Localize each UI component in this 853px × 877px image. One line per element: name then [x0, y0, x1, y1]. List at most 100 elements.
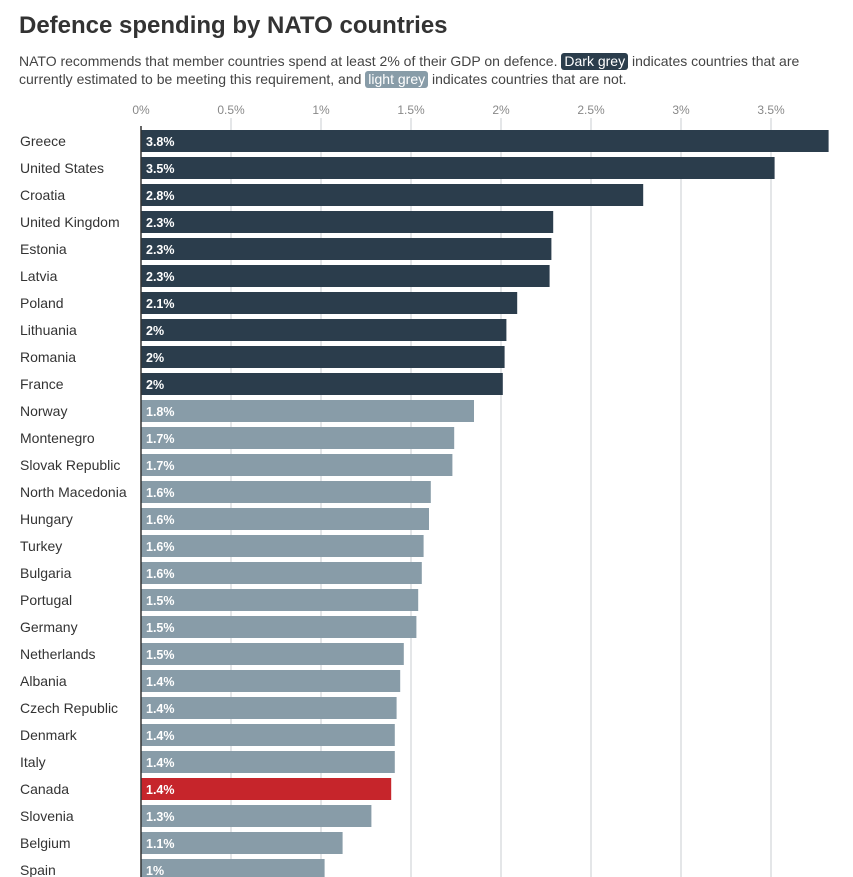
x-tick-label: 2% — [492, 103, 510, 117]
category-label: Latvia — [20, 268, 58, 284]
bar-poland — [141, 292, 518, 314]
bar-croatia — [141, 184, 644, 206]
value-label: 1.7% — [146, 432, 175, 446]
bar-albania — [141, 670, 401, 692]
value-label: 2% — [146, 351, 164, 365]
bar-north-macedonia — [141, 481, 431, 503]
category-label: Romania — [20, 349, 76, 365]
bar-denmark — [141, 724, 395, 746]
bar-norway — [141, 400, 474, 422]
legend-dark-grey-chip: Dark grey — [561, 53, 629, 70]
x-tick-label: 1% — [312, 103, 330, 117]
bar-latvia — [141, 265, 550, 287]
value-label: 2.3% — [146, 243, 175, 257]
value-label: 2% — [146, 378, 164, 392]
category-label: United States — [20, 160, 104, 176]
category-label: Spain — [20, 862, 56, 877]
chart-title: Defence spending by NATO countries — [19, 12, 448, 39]
value-label: 3.5% — [146, 162, 175, 176]
bars — [141, 130, 829, 877]
value-label: 1.3% — [146, 810, 175, 824]
value-labels: 3.8% 3.5% 2.8% 2.3% 2.3% 2.3% 2.1% 2% 2% 2% 1.8% 1.… — [146, 135, 175, 877]
category-label: Lithuania — [20, 322, 77, 338]
category-label: Hungary — [20, 511, 73, 527]
value-label: 1.4% — [146, 783, 175, 797]
x-tick-label: 2.5% — [577, 103, 605, 117]
category-labels: Greece United States Croatia United Kingdom… — [20, 133, 127, 877]
bar-germany — [141, 616, 417, 638]
bar-belgium — [141, 832, 343, 854]
chart-subtitle: NATO recommends that member countries sp… — [19, 52, 834, 88]
subtitle-text-3: indicates countries that are not. — [432, 71, 627, 87]
value-label: 1.6% — [146, 540, 175, 554]
bar-lithuania — [141, 319, 507, 341]
category-label: Croatia — [20, 187, 65, 203]
bar-italy — [141, 751, 395, 773]
category-label: Montenegro — [20, 430, 95, 446]
x-tick-label: 1.5% — [397, 103, 425, 117]
category-label: Slovenia — [20, 808, 74, 824]
value-label: 2.8% — [146, 189, 175, 203]
category-label: Turkey — [20, 538, 62, 554]
value-label: 2.1% — [146, 297, 175, 311]
category-label: Poland — [20, 295, 64, 311]
x-tick-label: 3.5% — [757, 103, 785, 117]
bar-portugal — [141, 589, 419, 611]
bar-romania — [141, 346, 505, 368]
bar-czech-republic — [141, 697, 397, 719]
category-label: Netherlands — [20, 646, 96, 662]
x-axis-ticks: 0% 0.5% 1% 1.5% 2% 2.5% 3% 3.5% — [132, 103, 785, 117]
category-label: Denmark — [20, 727, 78, 743]
bar-united-kingdom — [141, 211, 554, 233]
bar-slovak-republic — [141, 454, 453, 476]
bar-united-states — [141, 157, 775, 179]
category-label: United Kingdom — [20, 214, 120, 230]
category-label: Czech Republic — [20, 700, 118, 716]
bar-netherlands — [141, 643, 404, 665]
x-tick-label: 3% — [672, 103, 690, 117]
category-label: Portugal — [20, 592, 72, 608]
category-label: Albania — [20, 673, 67, 689]
category-label: Belgium — [20, 835, 71, 851]
value-label: 2.3% — [146, 216, 175, 230]
bar-montenegro — [141, 427, 455, 449]
bar-spain — [141, 859, 325, 877]
value-label: 2% — [146, 324, 164, 338]
category-label: Canada — [20, 781, 69, 797]
category-label: Norway — [20, 403, 67, 419]
legend-light-grey-chip: light grey — [365, 71, 429, 88]
category-label: North Macedonia — [20, 484, 127, 500]
subtitle-text-2: indicates countries that are currently e… — [19, 53, 800, 87]
value-label: 1.6% — [146, 567, 175, 581]
category-label: Germany — [20, 619, 78, 635]
value-label: 1.5% — [146, 648, 175, 662]
category-label: France — [20, 376, 64, 392]
bar-estonia — [141, 238, 552, 260]
value-label: 1.4% — [146, 729, 175, 743]
value-label: 1.4% — [146, 702, 175, 716]
category-label: Greece — [20, 133, 66, 149]
value-label: 1.8% — [146, 405, 175, 419]
value-label: 3.8% — [146, 135, 175, 149]
bar-greece — [141, 130, 829, 152]
value-label: 1.6% — [146, 486, 175, 500]
value-label: 1.5% — [146, 594, 175, 608]
x-tick-label: 0.5% — [217, 103, 245, 117]
category-label: Estonia — [20, 241, 67, 257]
category-label: Slovak Republic — [20, 457, 120, 473]
category-label: Italy — [20, 754, 46, 770]
value-label: 1.5% — [146, 621, 175, 635]
bar-canada — [141, 778, 392, 800]
subtitle-text-1: NATO recommends that member countries sp… — [19, 53, 558, 69]
bar-slovenia — [141, 805, 372, 827]
value-label: 1.4% — [146, 756, 175, 770]
value-label: 2.3% — [146, 270, 175, 284]
value-label: 1.7% — [146, 459, 175, 473]
x-tick-label: 0% — [132, 103, 150, 117]
bar-france — [141, 373, 503, 395]
value-label: 1.1% — [146, 837, 175, 851]
bar-turkey — [141, 535, 424, 557]
value-label: 1.6% — [146, 513, 175, 527]
category-label: Bulgaria — [20, 565, 72, 581]
